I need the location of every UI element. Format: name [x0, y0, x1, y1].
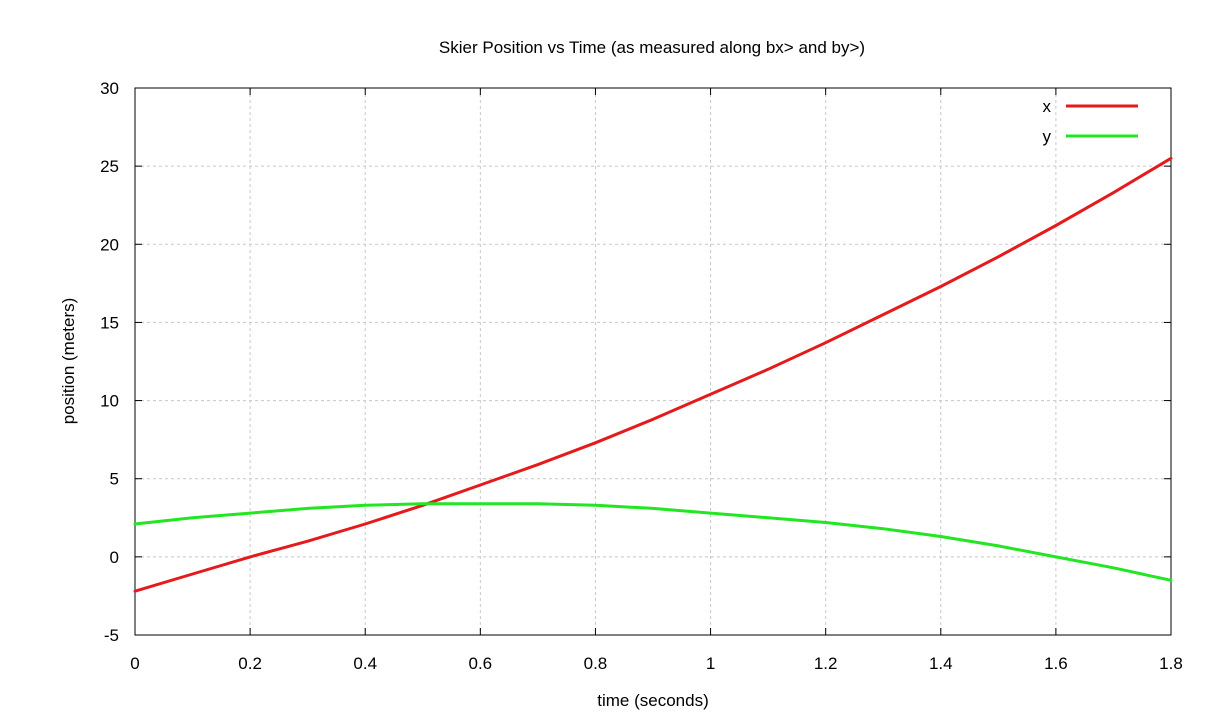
y-tick-label: 25 — [100, 157, 119, 176]
x-tick-label: 1 — [706, 654, 715, 673]
x-tick-label: 0.6 — [469, 654, 493, 673]
x-tick-label: 0 — [130, 654, 139, 673]
grid — [135, 88, 1171, 635]
y-tick-label: 10 — [100, 392, 119, 411]
chart-title: Skier Position vs Time (as measured alon… — [439, 38, 865, 57]
x-tick-label: 1.8 — [1159, 654, 1183, 673]
y-axis-label: position (meters) — [59, 298, 78, 425]
x-tick-label: 0.2 — [238, 654, 262, 673]
legend: xy — [1043, 97, 1138, 146]
x-axis-label: time (seconds) — [597, 691, 708, 710]
y-tick-label: 5 — [110, 470, 119, 489]
y-tick-label: 30 — [100, 79, 119, 98]
x-tick-label: 0.4 — [353, 654, 377, 673]
series-line-y — [133, 502, 1173, 582]
x-tick-label: 1.2 — [814, 654, 838, 673]
series-group — [133, 156, 1173, 593]
axis-ticks: 0 0.2 0.4 0.6 0.8 1 1.2 1.4 1.6 1.8 -5 0 5 10 15 20 25 30 — [100, 79, 1183, 673]
y-tick-label: -5 — [104, 626, 119, 645]
x-tick-label: 1.4 — [929, 654, 953, 673]
x-tick-label: 0.8 — [584, 654, 608, 673]
legend-label-x: x — [1043, 97, 1052, 116]
y-tick-label: 20 — [100, 235, 119, 254]
plot-frame — [134, 87, 1172, 636]
legend-label-y: y — [1043, 127, 1052, 146]
series-line-x — [133, 156, 1173, 593]
y-tick-label: 0 — [110, 548, 119, 567]
y-tick-label: 15 — [100, 313, 119, 332]
x-tick-label: 1.6 — [1044, 654, 1068, 673]
